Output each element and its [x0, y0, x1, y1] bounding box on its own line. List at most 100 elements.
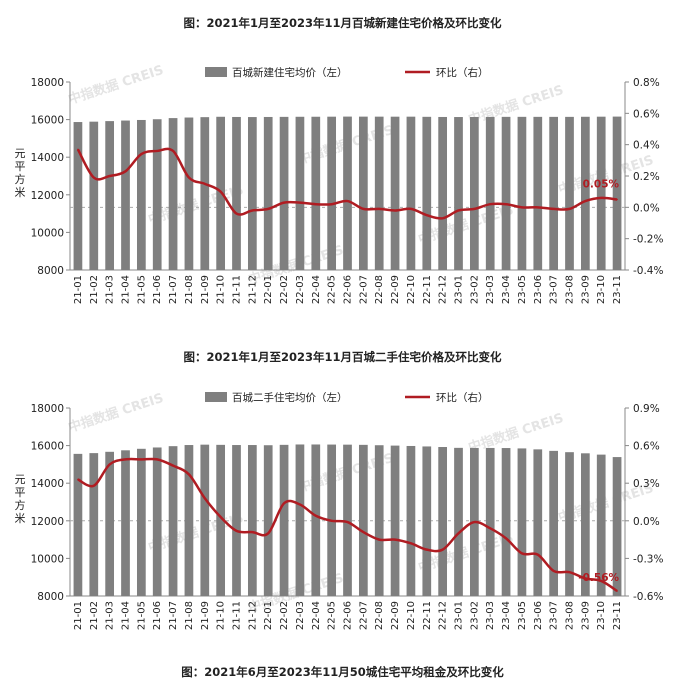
chart2-bar	[295, 444, 305, 596]
chart2-mom-point	[108, 463, 111, 466]
chart2-mom-point	[378, 538, 381, 541]
chart2-left-tick-label: 12000	[31, 516, 64, 528]
chart2-bar	[89, 453, 99, 596]
chart2-category-label: 22-12	[438, 601, 449, 630]
chart2-mom-point	[552, 570, 555, 572]
chart2-category-label: 22-11	[422, 601, 433, 630]
chart1-left-tick-label: 14000	[31, 152, 64, 164]
chart2-category-label: 21-05	[136, 601, 147, 630]
chart1-category-label: 23-06	[533, 275, 544, 304]
chart2-category-label: 22-05	[327, 601, 338, 630]
chart1-right-tick-label: 0.8%	[633, 77, 660, 89]
chart2-bar	[501, 448, 511, 596]
chart2-bar	[390, 445, 400, 596]
chart1-mom-point	[552, 208, 555, 210]
chart1-mom-point	[346, 200, 349, 202]
chart1-mom-point	[362, 208, 365, 210]
chart1-category-label: 22-05	[327, 275, 338, 304]
chart1-legend-bar-swatch	[205, 67, 227, 77]
chart1-bar	[612, 116, 622, 270]
chart1-mom-point	[251, 209, 254, 212]
chart1-mom-point	[521, 206, 523, 209]
chart2-bar	[358, 444, 368, 596]
chart1-category-label: 21-01	[73, 275, 84, 304]
chart1-category-label: 21-09	[200, 275, 211, 304]
chart1-container: 中指数据 CREIS 中指数据 CREIS 中指数据 CREIS 中指数据 CREIS…	[0, 44, 685, 334]
chart2-mom-point	[441, 548, 444, 551]
chart2-category-label: 22-09	[390, 601, 401, 630]
chart2-category-label: 22-02	[279, 601, 290, 630]
chart1-mom-point	[600, 197, 603, 199]
chart1-bar	[184, 117, 194, 270]
chart1-category-label: 21-08	[184, 275, 195, 304]
chart2-bar	[549, 450, 559, 596]
chart1-category-label: 21-11	[232, 275, 243, 304]
chart2-mom-point	[330, 520, 333, 522]
chart1-bar	[596, 116, 606, 270]
chart2-category-label: 22-04	[311, 601, 322, 630]
chart1-bar	[533, 116, 543, 271]
chart1-bar	[374, 116, 384, 270]
chart2-legend-line-label: 环比（右）	[436, 391, 489, 404]
chart2-category-label: 23-08	[565, 601, 576, 630]
chart2-caption: 图：2021年1月至2023年11月百城二手住宅价格及环比变化	[183, 350, 502, 364]
chart2-category-label: 23-05	[517, 601, 528, 630]
chart1-category-label: 21-05	[136, 275, 147, 304]
chart1-mom-point	[410, 208, 412, 210]
chart1-mom-point	[330, 203, 333, 205]
chart1-ylabel-char: 方	[15, 172, 26, 186]
chart2-category-label: 23-04	[501, 601, 512, 630]
chart1-bar	[422, 116, 432, 270]
chart1-mom-point	[536, 206, 539, 209]
chart2-mom-point	[521, 552, 523, 555]
chart1-category-label: 22-09	[390, 275, 401, 304]
chart2-category-label: 21-06	[152, 601, 163, 630]
chart1-mom-point	[457, 209, 460, 212]
chart2-mom-point	[584, 577, 587, 580]
chart2-category-label: 23-03	[485, 601, 496, 630]
chart1-category-label: 22-06	[343, 275, 354, 304]
chart1-mom-point	[314, 203, 317, 205]
chart1-bar	[279, 116, 289, 271]
chart2-mom-point	[172, 464, 174, 467]
chart1-category-label: 23-02	[469, 275, 480, 304]
chart2-category-label: 22-01	[263, 601, 274, 630]
chart1-right-tick-label: 0.0%	[633, 202, 660, 214]
chart1-bar	[152, 119, 162, 270]
chart2-category-label: 22-10	[406, 601, 417, 630]
chart2-category-label: 21-03	[105, 601, 116, 630]
chart2-bar	[374, 445, 384, 596]
chart1-left-tick-label: 12000	[31, 190, 64, 202]
chart2-left-tick-label: 10000	[31, 553, 64, 565]
chart1-mom-point	[124, 170, 127, 173]
chart2-bar	[565, 452, 574, 596]
chart2-category-label: 22-08	[374, 601, 385, 630]
chart2-mom-point	[188, 473, 190, 476]
chart1-bar	[200, 117, 210, 270]
chart2-category-label: 23-11	[612, 601, 623, 630]
chart2-category-label: 21-10	[216, 601, 227, 630]
chart2-category-label: 21-08	[184, 601, 195, 630]
chart1-category-label: 23-10	[596, 275, 607, 304]
chart2-left-tick-label: 8000	[37, 591, 64, 603]
chart2-category-label: 22-06	[343, 601, 354, 630]
chart1-category-label: 23-08	[565, 275, 576, 304]
chart1-bar	[580, 116, 590, 270]
chart2-mom-point	[219, 516, 222, 518]
chart1-right-tick-label: 0.4%	[633, 140, 660, 152]
chart1-bar	[406, 116, 416, 270]
chart2-bar	[263, 445, 273, 596]
chart2-bar	[517, 448, 527, 596]
chart2-right-tick-label: -0.3%	[633, 553, 663, 565]
chart2-mom-point	[140, 458, 143, 461]
chart1-mom-point	[235, 212, 238, 215]
chart1-category-label: 23-09	[580, 275, 591, 304]
chart2-mom-point	[299, 503, 301, 506]
chart1-category-label: 22-02	[279, 275, 290, 304]
chart1-category-label: 22-04	[311, 275, 322, 304]
chart1-mom-point	[425, 214, 428, 216]
chart2-mom-point	[203, 497, 206, 500]
chart2-bar	[422, 446, 432, 596]
chart1-bar	[565, 116, 574, 271]
chart2-left-tick-label: 16000	[31, 441, 64, 453]
